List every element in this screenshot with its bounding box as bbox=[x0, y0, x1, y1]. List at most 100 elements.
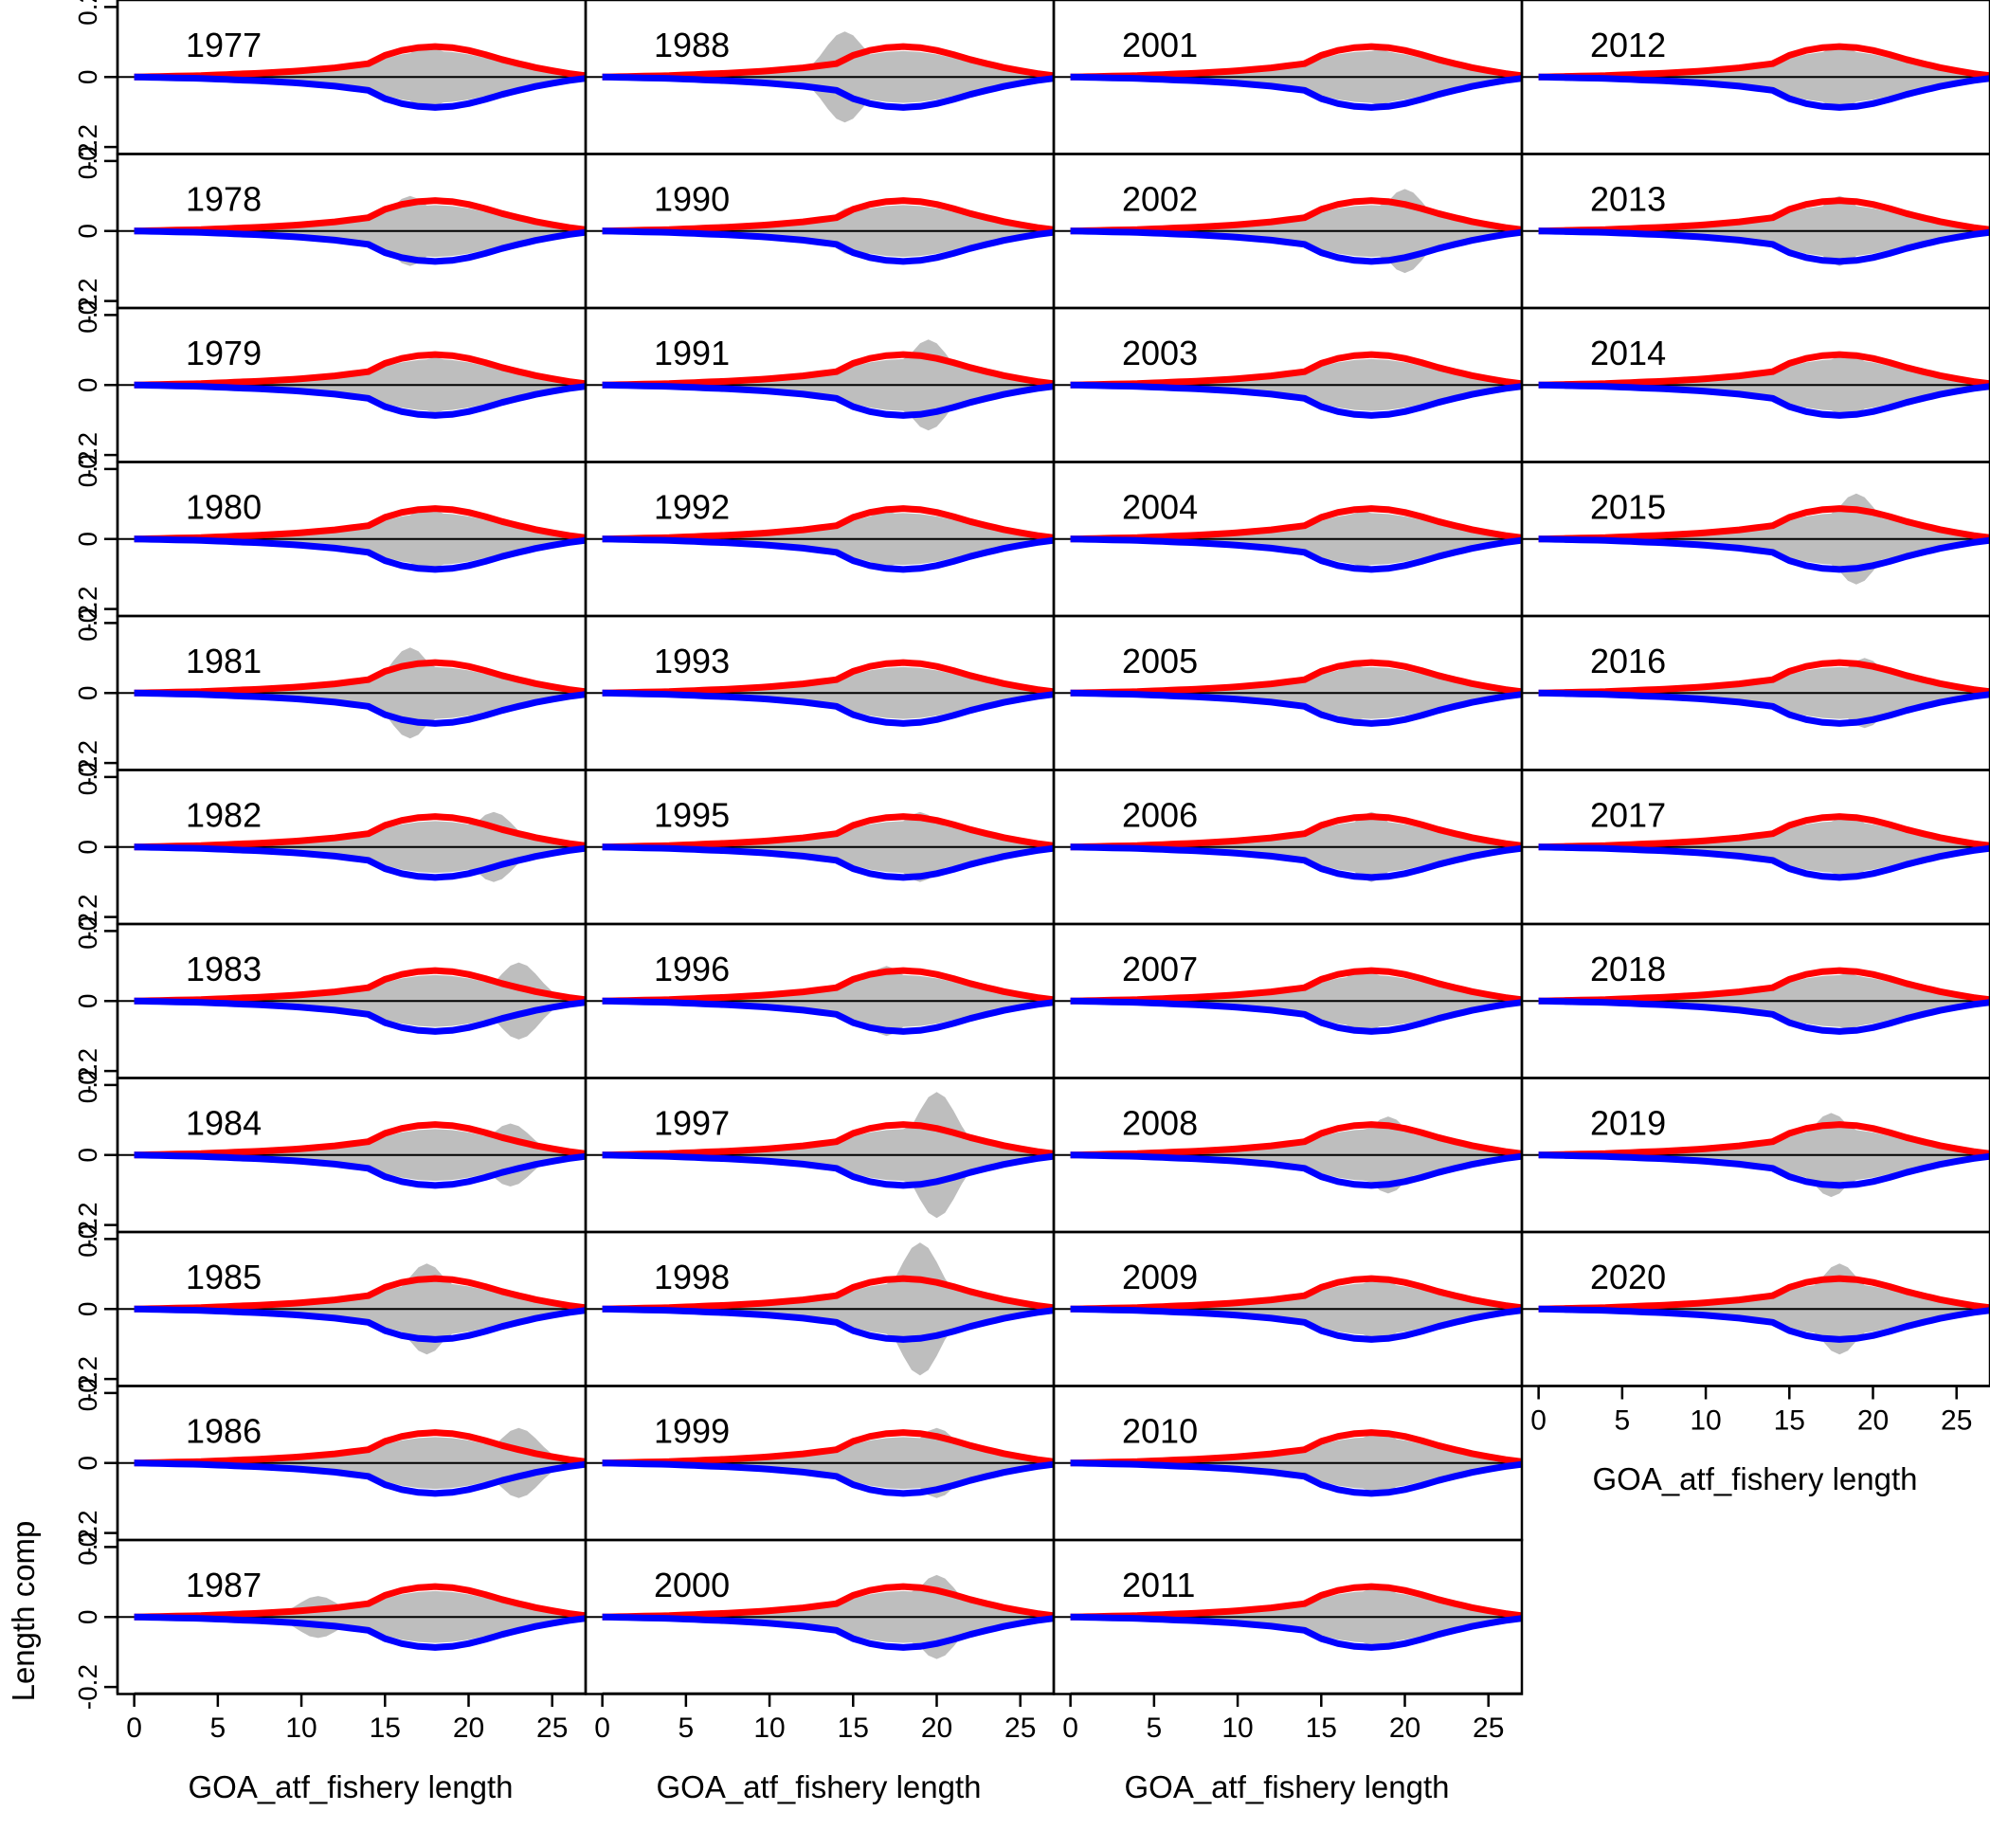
expected-positive-line-1986 bbox=[134, 1429, 587, 1467]
expected-positive-line-2008 bbox=[1070, 1121, 1523, 1159]
expected-negative-line-1996 bbox=[602, 997, 1055, 1035]
panel-year-label: 1986 bbox=[186, 1412, 262, 1451]
expected-negative-line-1998 bbox=[602, 1305, 1055, 1343]
x-tick-label: 10 bbox=[1221, 1712, 1253, 1744]
expected-positive-line-2016 bbox=[1538, 659, 1990, 697]
panel-year-label: 1996 bbox=[654, 950, 730, 988]
expected-negative-line-1984 bbox=[134, 1151, 587, 1189]
x-tick-label: 10 bbox=[1690, 1405, 1721, 1437]
y-tick-label: -0.2 bbox=[73, 586, 102, 631]
panel-1999: 1999 bbox=[584, 1385, 1056, 1542]
expected-positive-line-2005 bbox=[1070, 659, 1523, 697]
expected-negative-line-1982 bbox=[134, 843, 587, 881]
x-tick-label: 0 bbox=[1530, 1405, 1547, 1437]
y-tick-label: -0.2 bbox=[73, 1202, 102, 1247]
panel-year-label: 2019 bbox=[1590, 1104, 1666, 1143]
expected-positive-line-2013 bbox=[1538, 197, 1990, 235]
panel-2010: 2010 bbox=[1052, 1385, 1524, 1542]
x-tick-label: 5 bbox=[210, 1712, 226, 1744]
x-tick-label: 5 bbox=[1147, 1712, 1163, 1744]
panel-year-label: 1991 bbox=[654, 334, 730, 372]
expected-positive-line-2020 bbox=[1538, 1275, 1990, 1313]
panel-2007: 2007 bbox=[1052, 922, 1524, 1079]
expected-positive-line-2002 bbox=[1070, 197, 1523, 235]
y-tick-label: -0.2 bbox=[73, 1356, 102, 1402]
y-tick-label: 0.2 bbox=[73, 1066, 102, 1103]
x-tick-label: 20 bbox=[1857, 1405, 1889, 1437]
panel-1991: 1991 bbox=[584, 306, 1056, 463]
y-axis-label: Length comp bbox=[6, 1521, 41, 1702]
y-tick-label: 0.2 bbox=[73, 0, 102, 26]
panel-2012: 2012 bbox=[1520, 0, 1990, 155]
expected-negative-line-1993 bbox=[602, 689, 1055, 727]
panel-year-label: 2007 bbox=[1122, 950, 1198, 988]
y-tick-label: -0.2 bbox=[73, 894, 102, 939]
y-tick-label: 0 bbox=[73, 70, 102, 85]
panel-1983: 1983 bbox=[116, 922, 588, 1079]
y-axis: -0.200.2-0.200.2-0.200.2-0.200.2-0.200.2… bbox=[73, 0, 119, 1710]
y-tick-label: 0.2 bbox=[73, 450, 102, 487]
y-tick-label: 0 bbox=[73, 840, 102, 855]
expected-negative-line-1986 bbox=[134, 1459, 587, 1497]
x-tick-label: 25 bbox=[1941, 1405, 1972, 1437]
expected-negative-line-2019 bbox=[1538, 1151, 1990, 1189]
panel-1987: 1987 bbox=[116, 1538, 588, 1695]
expected-positive-line-1984 bbox=[134, 1121, 587, 1159]
expected-negative-line-2009 bbox=[1070, 1305, 1523, 1343]
panel-1978: 1978 bbox=[116, 153, 588, 310]
x-tick-label: 25 bbox=[1004, 1712, 1036, 1744]
x-tick-label: 15 bbox=[838, 1712, 869, 1744]
x-axis-label-col4: GOA_atf_fishery length bbox=[1592, 1461, 1917, 1496]
expected-positive-line-1998 bbox=[602, 1275, 1055, 1313]
panel-year-label: 1993 bbox=[654, 642, 730, 680]
expected-positive-line-2004 bbox=[1070, 505, 1523, 543]
panel-2002: 2002 bbox=[1052, 153, 1524, 310]
expected-negative-line-1985 bbox=[134, 1305, 587, 1343]
panel-year-label: 2014 bbox=[1590, 334, 1666, 372]
y-tick-label: 0 bbox=[73, 994, 102, 1009]
y-tick-label: 0 bbox=[73, 686, 102, 701]
expected-negative-line-2015 bbox=[1538, 535, 1990, 573]
expected-positive-line-2007 bbox=[1070, 967, 1523, 1005]
expected-positive-line-1997 bbox=[602, 1121, 1055, 1159]
expected-negative-line-1991 bbox=[602, 381, 1055, 419]
expected-positive-line-2014 bbox=[1538, 351, 1990, 389]
expected-negative-line-1983 bbox=[134, 997, 587, 1035]
x-tick-label: 10 bbox=[753, 1712, 785, 1744]
y-tick-label: 0.2 bbox=[73, 142, 102, 179]
expected-positive-line-2017 bbox=[1538, 813, 1990, 851]
expected-positive-line-1983 bbox=[134, 967, 587, 1005]
x-axes: 0 5 10 15 20 25 0 5 10 15 20 25 0 5 10 15 20 25 0 5 10 15 20 25 bbox=[126, 1385, 1990, 1744]
expected-negative-line-2014 bbox=[1538, 381, 1990, 419]
panel-year-label: 2017 bbox=[1590, 796, 1666, 835]
panel-2014: 2014 bbox=[1520, 306, 1990, 463]
panel-1996: 1996 bbox=[584, 922, 1056, 1079]
expected-positive-line-1999 bbox=[602, 1429, 1055, 1467]
panel-1997: 1997 bbox=[584, 1077, 1056, 1234]
panel-2009: 2009 bbox=[1052, 1230, 1524, 1387]
expected-negative-line-1978 bbox=[134, 227, 587, 265]
y-tick-label: -0.2 bbox=[73, 432, 102, 478]
panel-year-label: 1995 bbox=[654, 796, 730, 835]
panel-2019: 2019 bbox=[1520, 1077, 1990, 1234]
expected-positive-line-2001 bbox=[1070, 43, 1523, 81]
x-axis-label-col1: GOA_atf_fishery length bbox=[188, 1769, 513, 1804]
y-tick-label: 0 bbox=[73, 224, 102, 239]
panel-1984: 1984 bbox=[116, 1077, 588, 1234]
expected-positive-line-2018 bbox=[1538, 967, 1990, 1005]
y-tick-label: 0.2 bbox=[73, 913, 102, 950]
expected-positive-line-1987 bbox=[134, 1583, 587, 1621]
x-tick-label: 10 bbox=[285, 1712, 317, 1744]
expected-positive-line-2006 bbox=[1070, 813, 1523, 851]
expected-negative-line-2000 bbox=[602, 1613, 1055, 1651]
y-tick-label: -0.2 bbox=[73, 1510, 102, 1555]
panel-year-label: 1982 bbox=[186, 796, 262, 835]
panel-1990: 1990 bbox=[584, 153, 1056, 310]
panel-2003: 2003 bbox=[1052, 306, 1524, 463]
expected-positive-line-2019 bbox=[1538, 1121, 1990, 1159]
expected-negative-line-2017 bbox=[1538, 843, 1990, 881]
panel-1992: 1992 bbox=[584, 461, 1056, 618]
panel-year-label: 2015 bbox=[1590, 488, 1666, 527]
x-tick-label: 15 bbox=[1774, 1405, 1805, 1437]
